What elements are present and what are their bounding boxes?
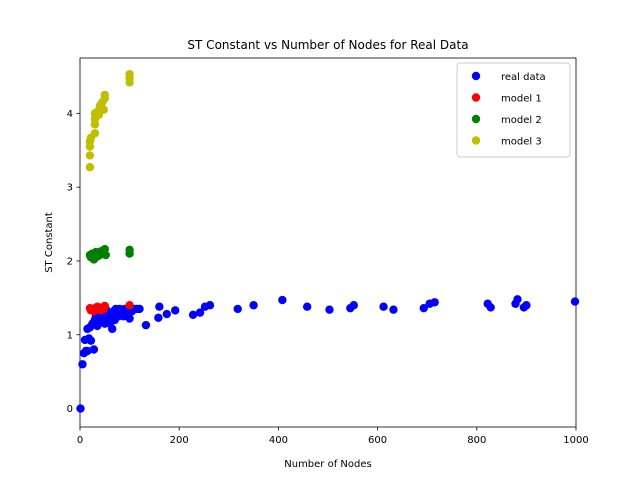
point-real-data xyxy=(162,309,171,319)
point-real-data xyxy=(249,301,258,310)
data-points xyxy=(76,70,580,413)
x-tick-label: 600 xyxy=(368,435,387,446)
point-real-data xyxy=(570,297,580,306)
y-tick-label: 1 xyxy=(67,330,73,341)
point-model-3 xyxy=(99,105,109,114)
point-model-3 xyxy=(100,90,110,100)
point-model-3 xyxy=(125,70,134,79)
point-real-data xyxy=(83,346,92,356)
point-real-data xyxy=(76,404,85,413)
point-real-data xyxy=(78,360,87,369)
y-axis: 0 1 2 3 4 xyxy=(67,109,80,415)
point-real-data xyxy=(233,304,242,314)
y-tick-label: 4 xyxy=(67,109,73,120)
legend-label-model-2: model 2 xyxy=(501,115,542,126)
series-model-1 xyxy=(85,301,134,316)
point-real-data xyxy=(135,304,144,314)
point-real-data xyxy=(125,314,134,323)
point-model-3 xyxy=(90,129,100,138)
point-real-data xyxy=(486,303,495,312)
chart-title: ST Constant vs Number of Nodes for Real … xyxy=(187,38,468,52)
x-tick-label: 200 xyxy=(170,435,189,446)
y-tick-label: 0 xyxy=(67,404,73,415)
point-real-data xyxy=(302,302,312,311)
point-real-data xyxy=(89,345,99,354)
point-real-data xyxy=(86,336,96,345)
legend-marker-model-1 xyxy=(471,93,481,102)
point-real-data xyxy=(205,301,215,310)
legend: real data model 1 model 2 model 3 xyxy=(456,62,571,158)
point-real-data xyxy=(141,320,151,330)
point-real-data xyxy=(430,298,439,307)
x-tick-label: 400 xyxy=(269,435,288,446)
point-real-data xyxy=(108,324,117,334)
point-model-1 xyxy=(100,301,110,311)
point-model-3 xyxy=(85,151,95,160)
point-real-data xyxy=(155,302,164,311)
y-axis-label: ST Constant xyxy=(44,212,55,273)
y-tick-label: 3 xyxy=(67,183,73,194)
point-model-2 xyxy=(101,250,110,260)
point-real-data xyxy=(188,310,198,320)
x-tick-label: 1000 xyxy=(563,435,588,446)
series-model-2 xyxy=(85,244,134,264)
series-model-3 xyxy=(85,70,134,172)
point-real-data xyxy=(278,295,287,305)
point-real-data xyxy=(389,305,398,314)
point-real-data xyxy=(379,302,388,311)
x-tick-label: 0 xyxy=(77,435,83,446)
legend-marker-model-2 xyxy=(471,114,481,124)
point-model-3 xyxy=(85,163,95,172)
x-tick-label: 800 xyxy=(467,435,486,446)
series-real-data xyxy=(76,295,580,413)
legend-label-model-3: model 3 xyxy=(501,137,542,148)
legend-label-model-1: model 1 xyxy=(501,94,542,105)
point-real-data xyxy=(195,308,205,317)
point-real-data xyxy=(171,306,180,315)
legend-marker-real-data xyxy=(471,71,481,81)
legend-marker-model-3 xyxy=(471,136,481,145)
point-real-data xyxy=(522,301,531,310)
point-real-data xyxy=(349,301,358,310)
x-axis: 0 200 400 600 800 1000 xyxy=(77,427,589,446)
point-model-1 xyxy=(125,301,134,310)
legend-label-real-data: real data xyxy=(501,72,546,83)
legend-frame xyxy=(456,62,571,158)
point-real-data xyxy=(513,295,522,304)
point-real-data xyxy=(154,313,163,322)
point-real-data xyxy=(419,303,428,313)
y-tick-label: 2 xyxy=(67,256,73,267)
point-model-2 xyxy=(125,245,134,255)
x-axis-label: Number of Nodes xyxy=(284,459,371,470)
point-real-data xyxy=(325,305,334,314)
